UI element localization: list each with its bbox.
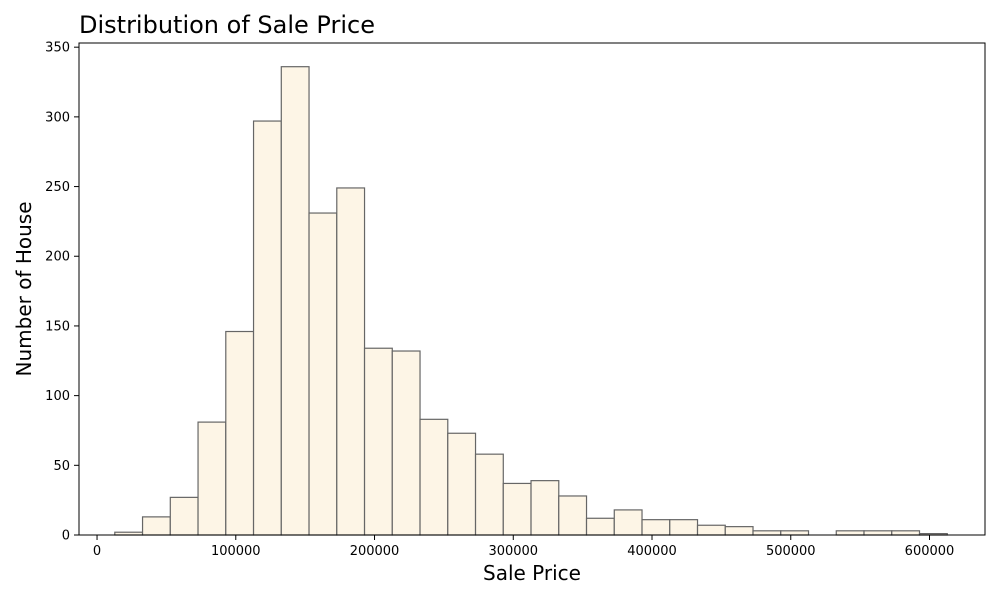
y-tick-label: 150 (45, 319, 70, 334)
histogram-bar (530, 480, 560, 536)
histogram-bar (780, 530, 810, 536)
plot-frame (78, 42, 986, 536)
histogram-bar (585, 517, 615, 536)
histogram-bar (613, 509, 643, 536)
histogram-bar (308, 212, 338, 536)
histogram-bar (225, 330, 255, 536)
histogram-bar (891, 530, 921, 536)
y-tick-label: 100 (45, 389, 70, 404)
histogram-bar (391, 350, 421, 536)
x-tick-label: 0 (93, 544, 101, 559)
histogram-bar (558, 495, 588, 536)
histogram-bar (863, 530, 893, 536)
histogram-bar (669, 519, 699, 536)
histogram-bar (252, 120, 282, 536)
y-tick-label: 250 (45, 180, 70, 195)
histogram-bar (336, 187, 366, 536)
y-tick-label: 200 (45, 250, 70, 265)
histogram-bar (835, 530, 865, 536)
histogram-bar (169, 496, 199, 536)
histogram-bar (363, 347, 393, 536)
x-tick-label: 500000 (766, 544, 816, 559)
histogram-bar (280, 66, 310, 536)
x-tick-label: 100000 (211, 544, 261, 559)
y-tick-label: 0 (62, 529, 70, 544)
bars-group (114, 66, 948, 536)
histogram-bar (419, 418, 449, 536)
x-tick-label: 400000 (627, 544, 677, 559)
x-axis-ticks: 0 100000 200000 300000 400000 500000 600000 (93, 535, 954, 559)
histogram-bar (197, 421, 227, 536)
x-axis-title: Sale Price (483, 561, 581, 585)
y-axis-ticks: 0 50 100 150 200 250 300 350 (45, 41, 79, 544)
chart-title: Distribution of Sale Price (79, 11, 375, 39)
y-tick-label: 300 (45, 110, 70, 125)
histogram-bar (752, 530, 782, 536)
histogram-bar (474, 453, 504, 536)
histogram-bar (641, 519, 671, 536)
y-axis-title: Number of House (12, 201, 36, 376)
histogram-bar (724, 526, 754, 536)
y-tick-label: 50 (53, 459, 70, 474)
x-tick-label: 300000 (488, 544, 538, 559)
histogram-bar (141, 516, 171, 536)
histogram-bar (447, 432, 477, 536)
x-tick-label: 600000 (905, 544, 955, 559)
y-tick-label: 350 (45, 41, 70, 56)
histogram-bar (696, 524, 726, 536)
histogram-bar (502, 482, 532, 536)
x-tick-label: 200000 (350, 544, 400, 559)
